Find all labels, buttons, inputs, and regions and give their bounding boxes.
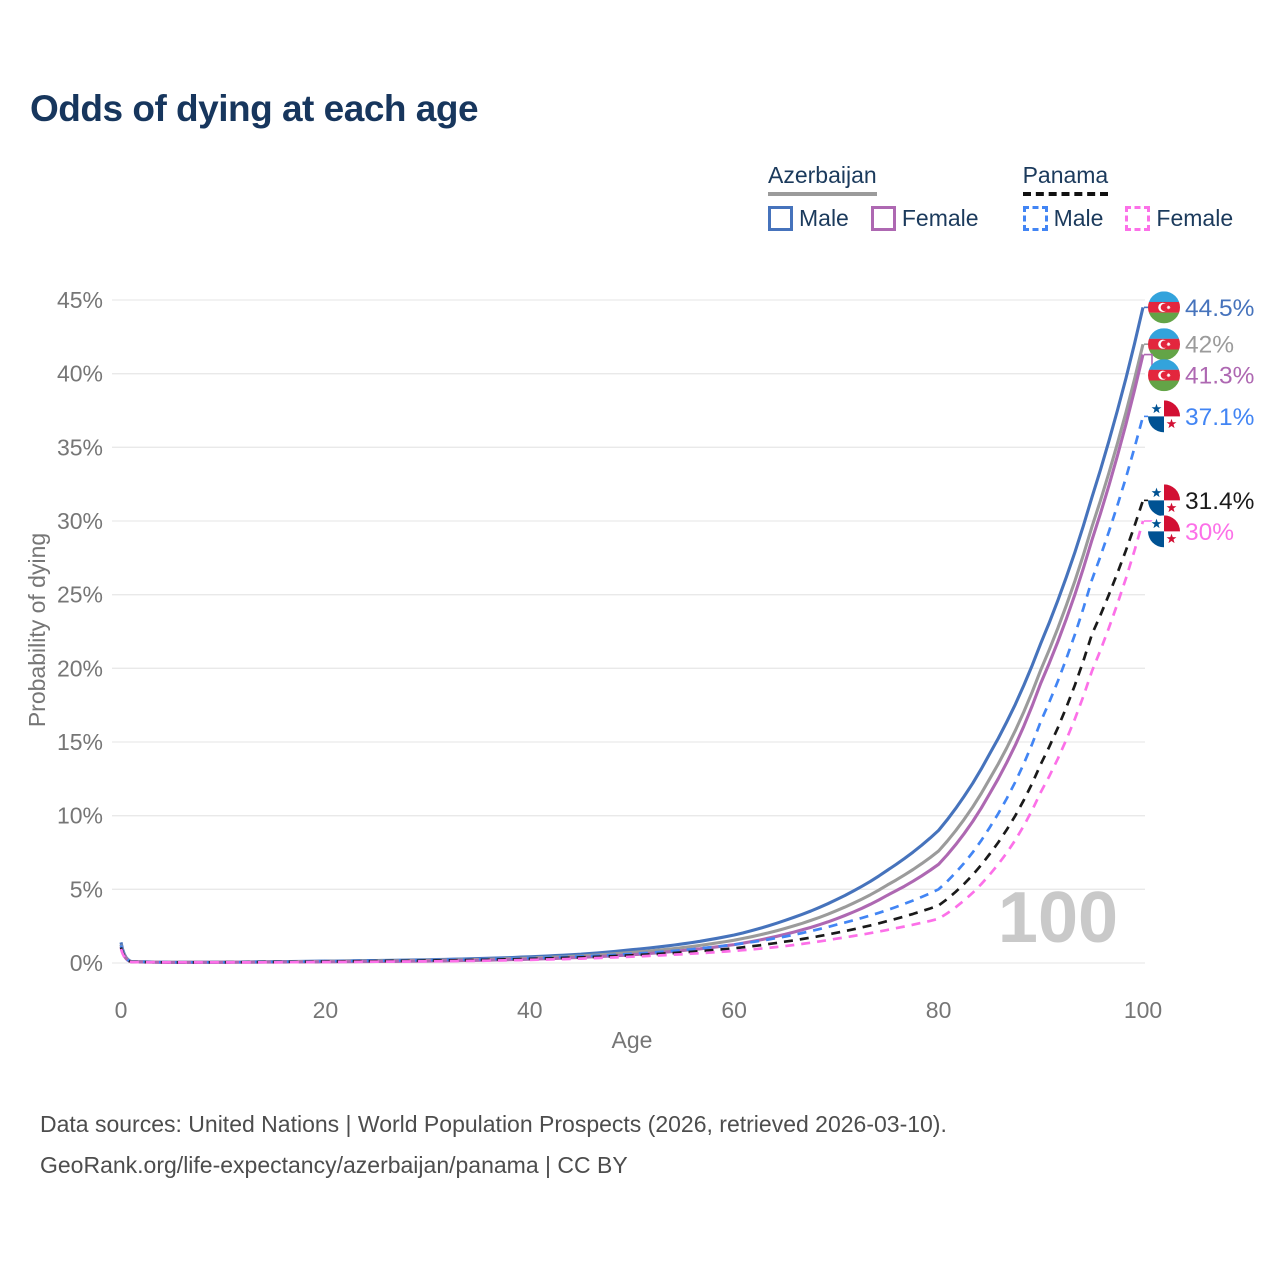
flag-panama-icon	[1148, 515, 1180, 548]
y-axis-tick-labels: 0% 5% 10% 15% 20% 25% 30% 35% 40% 45%	[57, 287, 103, 976]
end-label-azerbaijan-male: 44.5%	[1144, 291, 1254, 324]
y-tick-label: 40%	[57, 361, 103, 387]
azerbaijan-male-swatch-icon	[768, 206, 793, 231]
legend-group-azerbaijan: Azerbaijan Male Female	[768, 162, 979, 232]
legend-item-azerbaijan-male[interactable]: Male	[768, 205, 849, 232]
y-tick-label: 20%	[57, 655, 103, 681]
end-label-azerbaijan-both: 42%	[1144, 328, 1234, 361]
azerbaijan-female-swatch-icon	[870, 206, 896, 231]
curve-panama-female	[119, 520, 1145, 964]
age-watermark: 100	[998, 878, 1118, 958]
y-tick-label: 10%	[57, 803, 103, 829]
legend: Azerbaijan Male Female Panama Male	[768, 162, 1233, 232]
gridlines	[112, 299, 1145, 964]
end-label-value: 37.1%	[1185, 404, 1254, 431]
end-label-value: 42%	[1185, 332, 1234, 359]
legend-group-panama: Panama Male Female	[1022, 162, 1233, 232]
end-label-value: 31.4%	[1185, 488, 1254, 515]
y-tick-label: 0%	[70, 950, 103, 976]
curve-panama-both	[119, 499, 1145, 964]
end-label-panama-female: 30%	[1144, 515, 1234, 548]
end-label-value: 30%	[1185, 519, 1234, 546]
x-tick-label: 80	[926, 997, 952, 1023]
curve-azerbaijan-male	[119, 307, 1145, 964]
x-tick-label: 20	[313, 997, 339, 1023]
panama-male-swatch-icon	[1022, 206, 1048, 231]
y-tick-label: 5%	[70, 876, 103, 902]
x-tick-label: 100	[1124, 997, 1162, 1023]
x-axis-tick-labels: 0 20 40 60 80 100	[115, 997, 1163, 1023]
y-axis-title: Probability of dying	[24, 533, 50, 727]
footer: Data sources: United Nations | World Pop…	[40, 1104, 947, 1186]
legend-item-panama-male[interactable]: Male	[1022, 205, 1103, 232]
legend-item-panama-female[interactable]: Female	[1125, 205, 1233, 232]
curve-panama-male	[119, 416, 1145, 964]
legend-item-azerbaijan-female[interactable]: Female	[870, 205, 979, 232]
y-tick-label: 25%	[57, 582, 103, 608]
end-labels: 44.5% 42% 41.3% 37.1% 31.4% 30%	[1144, 291, 1254, 548]
legend-header-panama[interactable]: Panama	[1022, 162, 1109, 196]
legend-header-azerbaijan[interactable]: Azerbaijan	[768, 162, 877, 196]
x-axis-title: Age	[612, 1027, 653, 1053]
x-tick-label: 0	[115, 997, 128, 1023]
end-label-value: 44.5%	[1185, 295, 1254, 322]
y-tick-label: 35%	[57, 434, 103, 460]
x-tick-label: 60	[721, 997, 747, 1023]
flag-panama-icon	[1148, 484, 1180, 517]
y-tick-label: 30%	[57, 508, 103, 534]
curve-azerbaijan-both	[119, 343, 1145, 964]
end-label-azerbaijan-female: 41.3%	[1144, 353, 1254, 392]
panama-female-swatch-icon	[1125, 206, 1151, 231]
attribution-text: GeoRank.org/life-expectancy/azerbaijan/p…	[40, 1152, 628, 1178]
curves	[119, 307, 1145, 964]
data-sources-text: Data sources: United Nations | World Pop…	[40, 1111, 947, 1137]
y-tick-label: 45%	[57, 287, 103, 313]
flag-panama-icon	[1148, 400, 1180, 433]
flag-azerbaijan-icon	[1148, 328, 1180, 361]
flag-azerbaijan-icon	[1148, 359, 1180, 392]
page-title: Odds of dying at each age	[30, 88, 479, 129]
curve-azerbaijan-female	[119, 354, 1145, 964]
x-tick-label: 40	[517, 997, 543, 1023]
end-label-panama-male: 37.1%	[1144, 400, 1254, 433]
flag-azerbaijan-icon	[1148, 291, 1180, 324]
end-label-value: 41.3%	[1185, 363, 1254, 390]
y-tick-label: 15%	[57, 729, 103, 755]
end-label-panama-both: 31.4%	[1144, 484, 1254, 517]
